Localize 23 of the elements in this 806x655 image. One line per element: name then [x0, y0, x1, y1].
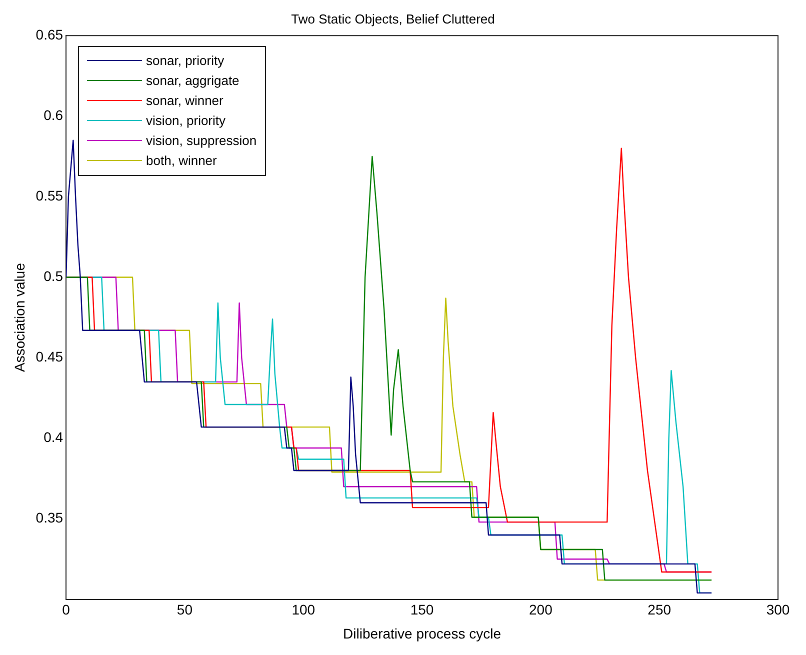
legend-label: vision, priority	[146, 113, 226, 128]
legend-label: sonar, winner	[146, 93, 224, 108]
y-tick-label: 0.45	[36, 348, 64, 365]
y-tick-label: 0.55	[36, 188, 64, 204]
y-axis-title: Association value	[11, 262, 28, 372]
y-tick-label: 0.6	[44, 107, 64, 123]
x-tick-label: 150	[410, 602, 434, 618]
legend-label: sonar, aggrigate	[146, 73, 240, 88]
y-tick-label: 0.5	[44, 268, 64, 284]
x-tick-label: 50	[176, 602, 193, 618]
x-tick-label: 200	[529, 602, 553, 618]
x-tick-label: 250	[648, 602, 672, 618]
legend-label: both, winner	[146, 153, 217, 168]
x-tick-label: 300	[766, 602, 790, 618]
legend-label: vision, suppression	[146, 133, 257, 148]
legend-label: sonar, priority	[146, 53, 224, 68]
y-tick-label: 0.35	[36, 510, 64, 526]
chart-title: Two Static Objects, Belief Cluttered	[291, 11, 495, 26]
y-tick-label: 0.4	[44, 429, 64, 446]
y-tick-label: 0.65	[36, 26, 64, 42]
x-tick-label: 100	[292, 602, 316, 618]
x-axis-title: Diliberative process cycle	[343, 625, 502, 642]
x-tick-label: 0	[62, 602, 70, 618]
